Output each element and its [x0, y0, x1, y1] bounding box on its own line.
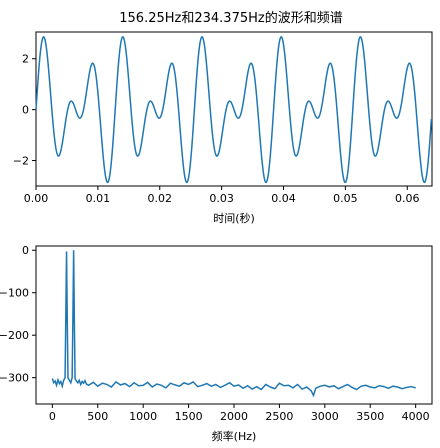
- spectrum-x-axis-label: 频率(Hz): [212, 429, 257, 443]
- waveform-x-tick-label: 0.06: [395, 192, 420, 205]
- spectrum-x-ticks: 0 500 1000 1500 2000 2500 3000 3500 4000: [49, 404, 430, 423]
- spectrum-y-tick-label: 0: [22, 244, 29, 257]
- waveform-x-ticks: 0.00 0.01 0.02 0.03 0.04 0.05 0.06: [24, 186, 420, 205]
- spectrum-x-tick-label: 500: [87, 410, 108, 423]
- spectrum-y-tick-label: −200: [0, 329, 29, 342]
- waveform-y-tick-label: 2: [22, 53, 29, 66]
- spectrum-series-line: [51, 250, 416, 398]
- waveform-x-tick-label: 0.03: [209, 192, 234, 205]
- spectrum-x-tick-label: 1000: [129, 410, 157, 423]
- spectrum-x-tick-label: 4000: [402, 410, 430, 423]
- spectrum-chart: 0 500 1000 1500 2000 2500 3000 3500 4000 0 −100 −2…: [0, 244, 433, 443]
- spectrum-y-tick-label: −300: [0, 372, 29, 385]
- waveform-x-tick-label: 0.04: [271, 192, 296, 205]
- spectrum-x-tick-label: 2500: [265, 410, 293, 423]
- spectrum-x-tick-label: 0: [49, 410, 56, 423]
- spectrum-y-tick-label: −100: [0, 287, 29, 300]
- spectrum-x-tick-label: 2000: [220, 410, 248, 423]
- spectrum-y-ticks: 0 −100 −200 −300: [0, 244, 36, 385]
- waveform-chart: 156.25Hz和234.375Hz的波形和频谱 0.00 0.01 0.02 0.0…: [13, 10, 433, 225]
- waveform-x-tick-label: 0.02: [148, 192, 173, 205]
- spectrum-x-tick-label: 1500: [175, 410, 203, 423]
- waveform-y-ticks: 2 0 −2: [13, 53, 36, 168]
- spectrum-plot-frame: [35, 245, 433, 405]
- waveform-y-tick-label: −2: [13, 155, 29, 168]
- waveform-series-line: [35, 35, 433, 184]
- waveform-y-tick-label: 0: [22, 104, 29, 117]
- spectrum-x-tick-label: 3500: [356, 410, 384, 423]
- waveform-x-tick-label: 0.01: [86, 192, 111, 205]
- waveform-title: 156.25Hz和234.375Hz的波形和频谱: [119, 10, 342, 26]
- waveform-x-tick-label: 0.00: [24, 192, 49, 205]
- spectrum-x-tick-label: 3000: [311, 410, 339, 423]
- waveform-x-axis-label: 时间(秒): [213, 211, 255, 225]
- waveform-x-tick-label: 0.05: [333, 192, 358, 205]
